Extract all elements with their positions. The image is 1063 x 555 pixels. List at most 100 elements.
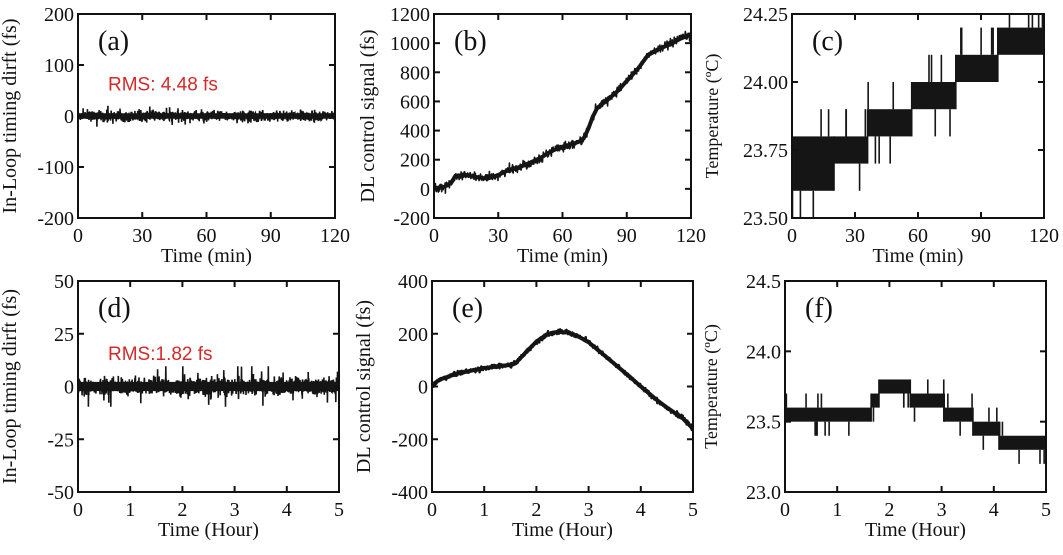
x-tick-label: 0: [73, 499, 83, 521]
x-tick-label: 30: [488, 225, 508, 247]
y-axis-label: DL control signal (fs): [357, 29, 379, 202]
y-tick-label: -200: [37, 208, 74, 230]
temperature-band: [834, 136, 868, 164]
x-tick-label: 60: [197, 225, 217, 247]
y-axis-label: Temperature (ºC): [702, 54, 723, 179]
x-tick-label: 1: [479, 499, 489, 521]
x-axis-label: Time (Hour): [512, 519, 613, 541]
x-tick-label: 1: [832, 499, 842, 521]
y-tick-label: 24.0: [746, 341, 781, 363]
temperature-band: [871, 393, 879, 408]
y-tick-label: 0: [64, 377, 74, 399]
y-tick-label: 23.0: [746, 482, 781, 504]
x-axis-label: Time (Hour): [158, 519, 259, 541]
y-tick-label: 24.25: [743, 4, 788, 26]
x-tick-label: 4: [636, 499, 646, 521]
x-tick-label: 0: [780, 499, 790, 521]
y-tick-label: 0: [420, 179, 430, 201]
panel-label: (d): [98, 293, 131, 324]
panel-d: 0 1 2 3 4 5 -50 -25 0 25 50 Time (Hour) In-Loop timi…: [0, 271, 344, 541]
x-tick-label: 4: [282, 499, 292, 521]
x-tick-label: 5: [1041, 499, 1051, 521]
y-tick-label: 400: [398, 271, 428, 293]
x-tick-label: 2: [177, 499, 187, 521]
y-tick-label: 24.00: [743, 72, 788, 94]
y-tick-label: 100: [44, 55, 74, 77]
y-axis-label: In-Loop timing dirft (fs): [0, 289, 21, 484]
y-tick-label: -400: [391, 482, 428, 504]
y-tick-label: 0: [418, 377, 428, 399]
plot-area: [785, 379, 1046, 464]
y-tick-label: -200: [391, 429, 428, 451]
x-tick-label: 0: [787, 225, 797, 247]
x-axis-label: Time (Hour): [865, 519, 966, 541]
temperature-band: [911, 82, 956, 110]
series-line-e: [432, 328, 693, 432]
axes-frame-f: [784, 280, 1047, 493]
x-tick-label: 0: [73, 225, 83, 247]
x-tick-label: 120: [1029, 225, 1059, 247]
y-tick-label: 600: [400, 91, 430, 113]
x-tick-label: 30: [845, 225, 865, 247]
y-axis-label: DL control signal (fs): [353, 300, 375, 473]
x-tick-label: 2: [884, 499, 894, 521]
temperature-band: [878, 379, 911, 394]
x-tick-label: 60: [908, 225, 928, 247]
y-tick-label: -100: [37, 157, 74, 179]
rms-annotation: RMS:1.82 fs: [108, 344, 213, 365]
temperature-band: [785, 407, 872, 422]
panel-label: (b): [454, 26, 487, 57]
panel-b: 0 30 60 90 120-200020040060080010001200Time …: [357, 4, 706, 267]
panel-label: (e): [452, 293, 483, 324]
y-tick-label: 1000: [390, 33, 430, 55]
y-tick-label: 24.5: [746, 271, 781, 293]
temperature-band: [910, 393, 945, 408]
plot-area: [792, 14, 1044, 218]
x-tick-label: 60: [553, 225, 573, 247]
panel-e: 0 1 2 3 4 5 -400 -200 0 200 400 Time (Hour) DL contr…: [353, 271, 698, 541]
rms-annotation: RMS: 4.48 fs: [108, 75, 218, 96]
panel-a: 0 30 60 90 120 -200 -100 0 100 200 Time (min) In-Lo…: [0, 4, 350, 267]
y-tick-label: 23.75: [743, 140, 788, 162]
y-axis-label: Temperature (ºC): [701, 324, 722, 449]
panel-label: (c): [812, 26, 843, 57]
x-axis-label: Time (min): [517, 245, 608, 267]
temperature-band: [999, 435, 1046, 450]
y-tick-label: 400: [400, 121, 430, 143]
temperature-band: [944, 407, 973, 422]
x-tick-label: 4: [989, 499, 999, 521]
series-band-a: [78, 113, 335, 119]
y-tick-label: 200: [44, 4, 74, 26]
panel-c: 0 30 60 90 120 23.50 23.75 24.00 24.25 Time (min)…: [702, 4, 1059, 267]
x-tick-label: 90: [261, 225, 281, 247]
x-axis-label: Time (min): [873, 245, 964, 267]
series-core-b: [434, 32, 691, 191]
temperature-band: [792, 136, 834, 191]
y-axis-label: In-Loop timing dirft (fs): [0, 19, 21, 214]
x-tick-label: 0: [427, 499, 437, 521]
temperature-band: [972, 421, 1000, 436]
y-tick-label: -200: [393, 208, 430, 230]
x-tick-label: 30: [132, 225, 152, 247]
y-tick-label: 23.50: [743, 208, 788, 230]
panel-f: 0 1 2 3 4 5 23.0 23.5 24.0 24.5 Time (Hour) Tempera…: [701, 271, 1051, 541]
plot-area: [78, 366, 339, 407]
x-tick-label: 2: [531, 499, 541, 521]
plot-area: [78, 105, 335, 127]
x-tick-label: 5: [688, 499, 698, 521]
temperature-band: [997, 27, 1044, 55]
y-tick-label: 200: [398, 324, 428, 346]
x-tick-label: 0: [429, 225, 439, 247]
y-tick-label: 0: [64, 106, 74, 128]
series-band-d: [78, 381, 339, 392]
x-tick-label: 120: [320, 225, 350, 247]
x-tick-label: 90: [617, 225, 637, 247]
y-tick-label: 25: [54, 324, 74, 346]
x-tick-label: 90: [971, 225, 991, 247]
temperature-band: [955, 54, 998, 82]
x-tick-label: 3: [937, 499, 947, 521]
y-tick-label: -50: [47, 482, 74, 504]
plot-area: [432, 328, 693, 432]
temperature-band: [867, 109, 912, 137]
